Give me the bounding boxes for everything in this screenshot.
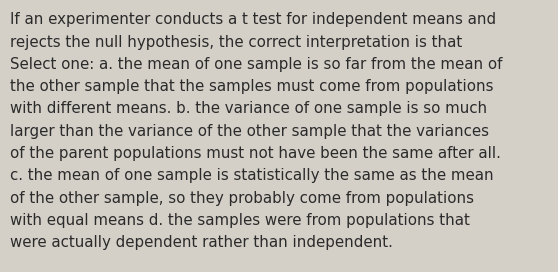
Text: c. the mean of one sample is statistically the same as the mean: c. the mean of one sample is statistical… — [10, 168, 494, 183]
Text: of the other sample, so they probably come from populations: of the other sample, so they probably co… — [10, 191, 474, 206]
Text: Select one: a. the mean of one sample is so far from the mean of: Select one: a. the mean of one sample is… — [10, 57, 503, 72]
Text: the other sample that the samples must come from populations: the other sample that the samples must c… — [10, 79, 493, 94]
Text: of the parent populations must not have been the same after all.: of the parent populations must not have … — [10, 146, 501, 161]
Text: If an experimenter conducts a t test for independent means and: If an experimenter conducts a t test for… — [10, 12, 496, 27]
Text: with equal means d. the samples were from populations that: with equal means d. the samples were fro… — [10, 213, 470, 228]
Text: larger than the variance of the other sample that the variances: larger than the variance of the other sa… — [10, 124, 489, 139]
Text: were actually dependent rather than independent.: were actually dependent rather than inde… — [10, 235, 393, 250]
Text: rejects the null hypothesis, the correct interpretation is that: rejects the null hypothesis, the correct… — [10, 35, 462, 50]
Text: with different means. b. the variance of one sample is so much: with different means. b. the variance of… — [10, 101, 487, 116]
